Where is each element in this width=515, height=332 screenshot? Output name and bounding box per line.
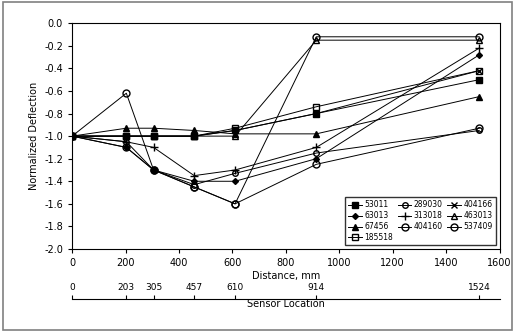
Line: 185518: 185518	[70, 68, 482, 139]
463013	[313, 38, 319, 42]
289030	[123, 140, 129, 144]
463013	[69, 134, 75, 138]
63013	[232, 179, 238, 183]
Y-axis label: Normalized Deflection: Normalized Deflection	[29, 82, 39, 190]
404160	[232, 202, 238, 206]
Line: 53011: 53011	[70, 77, 482, 139]
Line: 313018: 313018	[68, 44, 484, 180]
463013	[476, 38, 483, 42]
53011	[191, 134, 197, 138]
67456	[313, 132, 319, 136]
63013	[69, 134, 75, 138]
404160	[476, 126, 483, 130]
463013	[191, 134, 197, 138]
Line: 63013: 63013	[70, 53, 482, 183]
53011	[123, 134, 129, 138]
289030	[150, 168, 157, 172]
463013	[232, 134, 238, 138]
67456	[123, 126, 129, 130]
404160	[191, 185, 197, 189]
Line: 289030: 289030	[70, 128, 482, 188]
404166	[150, 134, 157, 138]
185518	[150, 134, 157, 138]
313018	[476, 46, 483, 50]
537409	[191, 185, 197, 189]
63013	[476, 53, 483, 57]
67456	[69, 134, 75, 138]
67456	[476, 95, 483, 99]
Line: 404166: 404166	[68, 67, 483, 139]
185518	[69, 134, 75, 138]
404160	[150, 168, 157, 172]
185518	[313, 105, 319, 109]
537409	[123, 91, 129, 95]
404166	[123, 134, 129, 138]
537409	[313, 35, 319, 39]
404166	[232, 128, 238, 132]
53011	[150, 134, 157, 138]
404160	[69, 134, 75, 138]
463013	[150, 134, 157, 138]
289030	[232, 171, 238, 175]
404160	[123, 145, 129, 149]
537409	[150, 168, 157, 172]
185518	[232, 126, 238, 130]
537409	[69, 134, 75, 138]
463013	[123, 134, 129, 138]
404166	[69, 134, 75, 138]
313018	[150, 145, 157, 149]
313018	[232, 168, 238, 172]
313018	[69, 134, 75, 138]
63013	[123, 145, 129, 149]
X-axis label: Distance, mm: Distance, mm	[252, 271, 320, 281]
289030	[69, 134, 75, 138]
185518	[123, 134, 129, 138]
537409	[476, 35, 483, 39]
404166	[313, 112, 319, 116]
289030	[313, 151, 319, 155]
289030	[476, 128, 483, 132]
Legend: 53011, 63013, 67456, 185518, 289030, 313018, 404160, 404166, 463013, 537409: 53011, 63013, 67456, 185518, 289030, 313…	[345, 197, 496, 245]
185518	[191, 134, 197, 138]
63013	[150, 168, 157, 172]
Text: Sensor Location: Sensor Location	[247, 299, 325, 309]
289030	[191, 183, 197, 187]
537409	[232, 202, 238, 206]
53011	[69, 134, 75, 138]
404160	[313, 162, 319, 166]
53011	[313, 112, 319, 116]
Line: 404160: 404160	[68, 125, 483, 207]
313018	[313, 145, 319, 149]
Line: 537409: 537409	[68, 33, 483, 207]
63013	[191, 179, 197, 183]
67456	[150, 126, 157, 130]
185518	[476, 69, 483, 73]
Line: 463013: 463013	[70, 38, 482, 139]
63013	[313, 157, 319, 161]
Line: 67456: 67456	[70, 94, 482, 139]
404166	[476, 69, 483, 73]
313018	[191, 174, 197, 178]
67456	[191, 128, 197, 132]
404166	[191, 134, 197, 138]
67456	[232, 132, 238, 136]
53011	[232, 128, 238, 132]
313018	[123, 140, 129, 144]
53011	[476, 78, 483, 82]
